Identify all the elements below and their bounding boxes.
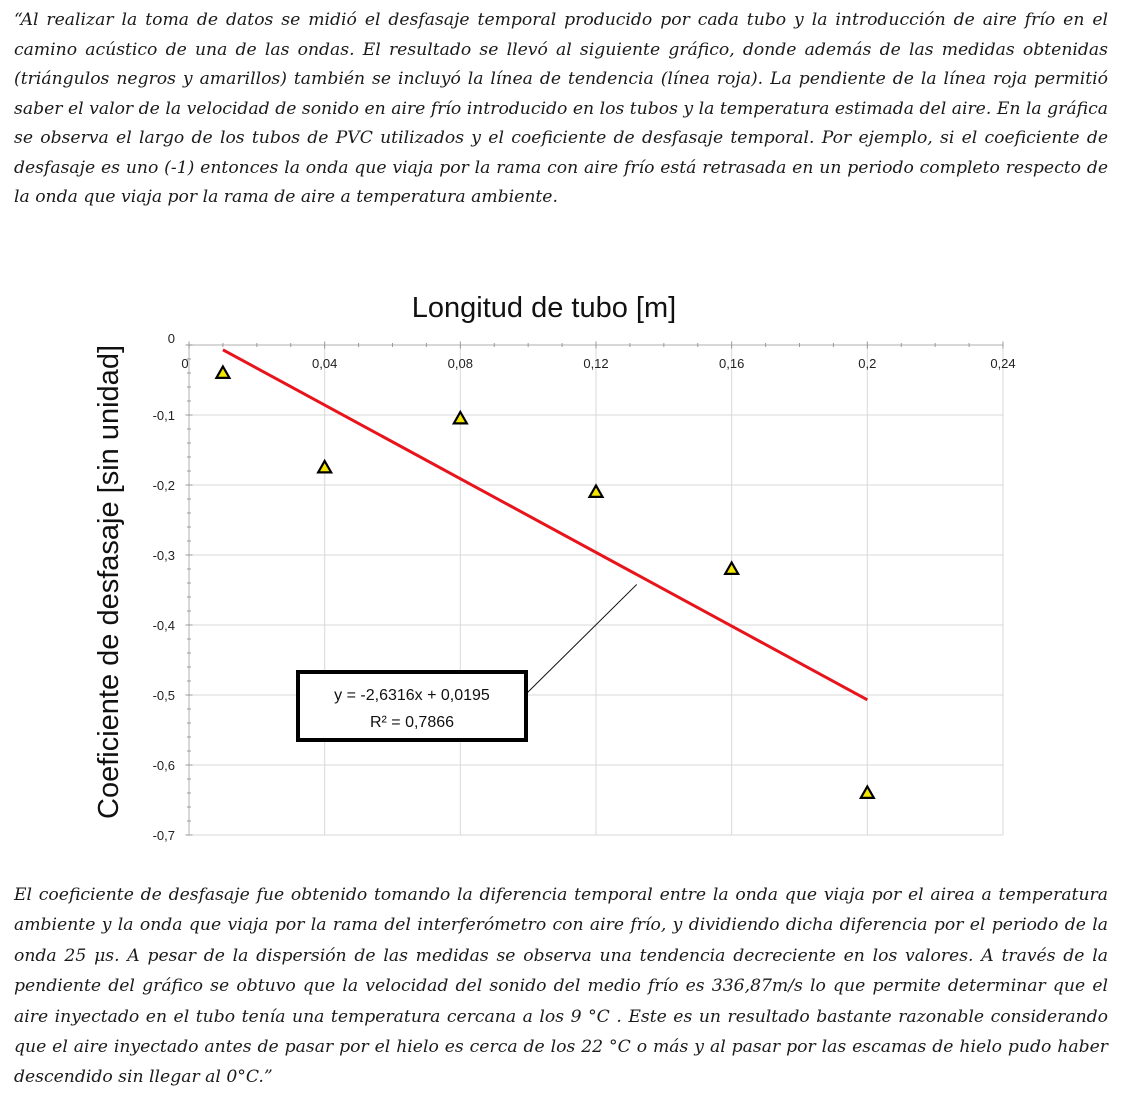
y-tick-label: -0,7 <box>153 828 175 843</box>
y-tick-label: 0 <box>168 331 175 346</box>
y-tick-label: -0,3 <box>153 548 175 563</box>
chart-trendline <box>222 348 869 702</box>
y-tick-label: -0,4 <box>153 618 175 633</box>
data-point <box>316 458 334 474</box>
x-tick-label: 0,16 <box>719 356 744 371</box>
x-tick-label: 0,08 <box>448 356 473 371</box>
data-point <box>858 784 876 799</box>
x-tick-label: 0,24 <box>990 356 1015 371</box>
chart-tick-labels: 0 0,04 0,08 0,12 0,16 0,2 0,24 0 -0,1 -0,2 -0,3 -0,… <box>153 331 1016 843</box>
x-tick-label: 0,2 <box>858 356 876 371</box>
trendline-equation: y = -2,6316x + 0,0195 <box>334 687 490 704</box>
data-point <box>214 364 232 379</box>
y-axis-title: Coeficiente de desfasaje [sin unidad] <box>93 345 125 819</box>
trendline <box>222 348 869 702</box>
y-tick-label: -0,2 <box>153 478 175 493</box>
equation-leader-line <box>525 584 638 695</box>
trendline-equation-box: y = -2,6316x + 0,0195 R² = 0,7866 <box>296 584 638 742</box>
chart-grid <box>189 344 1004 836</box>
trendline-r-squared: R² = 0,7866 <box>370 714 454 731</box>
y-tick-label: -0,6 <box>153 758 175 773</box>
data-point <box>723 560 741 575</box>
chart-axes <box>185 341 1004 836</box>
chart-title: Longitud de tubo [m] <box>412 292 676 324</box>
chart-points <box>214 364 876 799</box>
data-point <box>451 409 469 425</box>
x-tick-label: 0 <box>181 356 188 371</box>
closing-paragraph: El coeficiente de desfasaje fue obtenido… <box>14 885 1108 1088</box>
chart: 0 0,04 0,08 0,12 0,16 0,2 0,24 0 -0,1 -0,2 -0,3 -0,… <box>80 280 1020 855</box>
y-tick-label: -0,1 <box>153 408 175 423</box>
x-tick-label: 0,04 <box>312 356 337 371</box>
intro-paragraph: “Al realizar la toma de datos se midió e… <box>14 10 1108 207</box>
x-tick-label: 0,12 <box>583 356 608 371</box>
scatter-chart-svg: 0 0,04 0,08 0,12 0,16 0,2 0,24 0 -0,1 -0,2 -0,3 -0,… <box>93 292 1016 843</box>
equation-box-frame <box>296 670 528 742</box>
y-tick-label: -0,5 <box>153 688 175 703</box>
data-point <box>587 483 605 498</box>
